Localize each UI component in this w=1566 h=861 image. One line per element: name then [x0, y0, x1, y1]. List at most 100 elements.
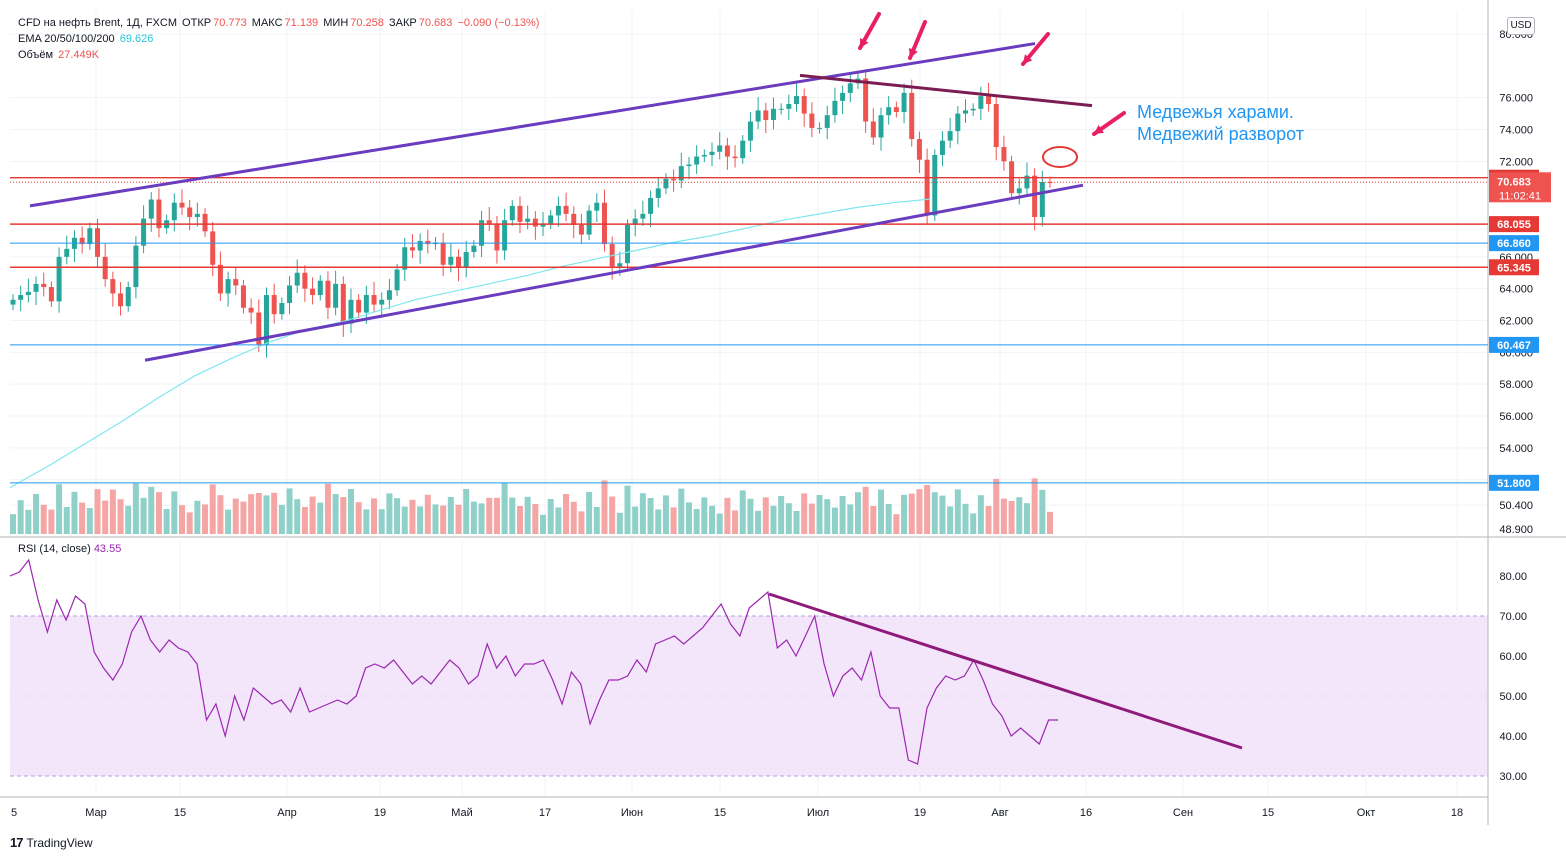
volume-bar	[232, 498, 239, 534]
rsi-line	[9, 558, 1058, 765]
volume-bar	[125, 505, 132, 534]
candle-body	[801, 96, 807, 114]
tradingview-logo-icon: 17	[10, 835, 24, 850]
candle-body	[963, 110, 969, 114]
tradingview-brand[interactable]: 17 TradingView	[10, 835, 93, 850]
volume-bar	[493, 497, 500, 534]
volume-bar	[801, 493, 808, 534]
time-tick-label: 18	[1451, 807, 1463, 819]
volume-bar	[240, 501, 247, 534]
volume-bar	[417, 506, 424, 534]
volume-bar	[962, 503, 969, 534]
volume-bar	[194, 500, 201, 534]
candle-body	[863, 78, 869, 122]
high-label: МАКС	[251, 17, 283, 29]
volume-bar	[248, 494, 255, 534]
volume-bar	[824, 499, 831, 534]
volume-bar	[86, 508, 93, 534]
volume-bar	[455, 504, 462, 534]
volume-bar	[155, 492, 162, 534]
arrow-head-icon	[1023, 54, 1033, 64]
candle-body	[701, 154, 707, 157]
candle-body	[763, 110, 769, 120]
price-tag-label: 66.860	[1497, 238, 1531, 250]
volume-bar	[148, 486, 155, 534]
price-tick-label: 62.000	[1499, 315, 1533, 327]
currency-badge[interactable]: USD	[1507, 17, 1535, 35]
candle-body	[217, 264, 223, 294]
candle-body	[632, 218, 638, 225]
candle-body	[817, 127, 823, 129]
volume-bar	[947, 506, 954, 534]
time-tick-label: Сен	[1173, 807, 1193, 819]
volume-bar	[394, 498, 401, 534]
candle-body	[348, 299, 354, 324]
volume-bar	[816, 495, 823, 534]
time-tick-label: Окт	[1357, 807, 1376, 819]
candle-body	[924, 159, 930, 216]
change-value: −0.090 (−0.13%)	[457, 17, 540, 29]
candle-body	[79, 237, 85, 245]
volume-bar	[954, 489, 961, 534]
volume-bar	[593, 507, 600, 534]
volume-bar	[862, 486, 869, 534]
volume-bar	[616, 512, 623, 534]
candle-body	[916, 139, 922, 160]
candle-body	[294, 272, 300, 286]
candle-body	[824, 115, 830, 128]
candle-body	[225, 279, 231, 294]
candle-body	[302, 272, 308, 289]
candle-body	[156, 199, 162, 229]
candle-body	[233, 279, 239, 286]
candle-body	[878, 115, 884, 138]
candle-body	[48, 287, 54, 302]
time-tick-label: 15	[714, 807, 726, 819]
rsi-tick-label: 80.00	[1499, 571, 1527, 583]
candle-body	[1016, 188, 1022, 194]
candle-body	[640, 213, 646, 219]
volume-bar	[839, 496, 846, 534]
ema-label: EMA 20/50/100/200	[18, 33, 115, 45]
candle-body	[310, 288, 316, 296]
volume-bar	[693, 509, 700, 534]
candle-body	[1047, 182, 1053, 184]
candle-body	[786, 104, 792, 109]
annotation-line-2: Медвежий разворот	[1137, 124, 1304, 144]
time-tick-label: Авг	[991, 807, 1008, 819]
volume-bar	[985, 506, 992, 534]
volume-bar	[908, 493, 915, 534]
candle-body	[978, 96, 984, 109]
volume-bar	[347, 489, 354, 534]
volume-bar	[1016, 497, 1023, 534]
candle-body	[187, 207, 193, 218]
volume-bar	[655, 509, 662, 534]
candle-body	[1024, 175, 1030, 189]
candle-body	[947, 131, 953, 141]
volume-bar	[524, 496, 531, 534]
volume-bar	[870, 506, 877, 534]
price-tick-label: 76.000	[1499, 93, 1533, 105]
volume-bar	[762, 497, 769, 534]
volume-bar	[386, 493, 393, 534]
volume-bar	[56, 484, 63, 534]
candle-body	[110, 279, 116, 294]
arrow-head-icon	[908, 48, 918, 58]
volume-bar	[478, 503, 485, 534]
candle-body	[732, 156, 738, 159]
candle-body	[425, 240, 431, 245]
candle-body	[64, 248, 70, 257]
channel-upper-line	[29, 42, 1036, 208]
volume-bar	[25, 509, 32, 534]
candle-body	[202, 213, 208, 232]
volume-bar	[716, 513, 723, 534]
volume-bar	[286, 488, 293, 534]
price-tick-label: 50.400	[1499, 500, 1533, 512]
candle-body	[256, 312, 262, 345]
volume-bar	[785, 503, 792, 534]
volume-bar	[324, 483, 331, 534]
volume-bar	[747, 498, 754, 534]
candle-body	[594, 202, 600, 211]
volume-bar	[424, 494, 431, 534]
volume-bar	[639, 493, 646, 534]
